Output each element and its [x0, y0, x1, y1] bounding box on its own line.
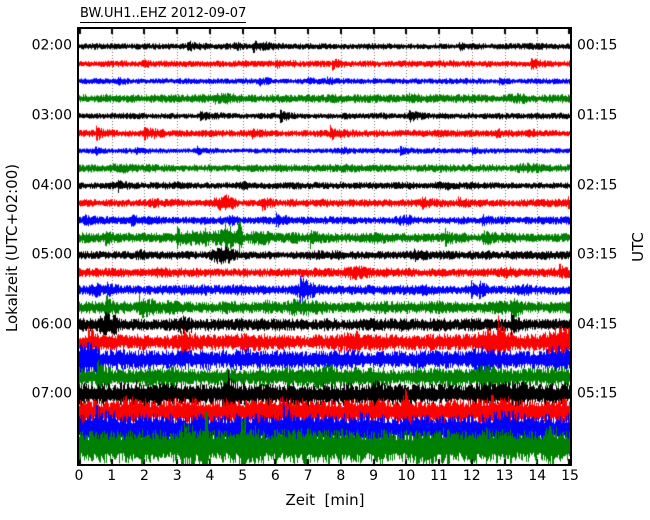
- left-localtime-tick-label: 02:00: [31, 37, 72, 54]
- right-utc-tick-label: 02:15: [577, 177, 618, 194]
- x-minute-tick-label: 2: [139, 468, 149, 484]
- x-axis-label: Zeit [min]: [285, 491, 365, 509]
- left-localtime-tick-label: 04:00: [31, 177, 72, 194]
- x-minute-tick-label: 1: [107, 468, 117, 484]
- x-minute-tick-label: 7: [303, 468, 313, 484]
- plot-area: [77, 27, 572, 466]
- plot-title: BW.UH1..EHZ 2012-09-07: [80, 6, 247, 23]
- seismogram-canvas: [79, 29, 570, 464]
- x-minute-tick-label: 3: [172, 468, 182, 484]
- x-minute-tick-label: 10: [397, 468, 416, 484]
- x-minute-tick-label: 8: [336, 468, 346, 484]
- x-minute-tick-label: 6: [270, 468, 280, 484]
- left-localtime-tick-label: 07:00: [31, 385, 72, 402]
- x-minute-tick-label: 15: [561, 468, 579, 484]
- x-minute-tick-label: 12: [462, 468, 481, 484]
- x-minute-tick-label: 5: [238, 468, 248, 484]
- x-minute-tick-label: 9: [369, 468, 379, 484]
- right-utc-tick-label: 04:15: [577, 316, 618, 333]
- right-utc-tick-label: 05:15: [577, 385, 618, 402]
- right-utc-tick-label: 00:15: [577, 37, 618, 54]
- x-minute-tick-label: 4: [205, 468, 215, 484]
- x-minute-tick-label: 14: [528, 468, 547, 484]
- y-axis-label-local-time: Lokalzeit (UTC+02:00): [3, 163, 21, 333]
- left-localtime-tick-label: 03:00: [31, 107, 72, 124]
- x-minute-tick-label: 13: [495, 468, 514, 484]
- x-minute-tick-label: 0: [74, 468, 84, 484]
- x-minute-tick-label: 11: [430, 468, 448, 484]
- right-utc-tick-label: 01:15: [577, 107, 618, 124]
- left-localtime-tick-label: 06:00: [31, 316, 72, 333]
- y-axis-label-utc: UTC: [629, 232, 647, 262]
- left-localtime-tick-label: 05:00: [31, 246, 72, 263]
- right-utc-tick-label: 03:15: [577, 246, 618, 263]
